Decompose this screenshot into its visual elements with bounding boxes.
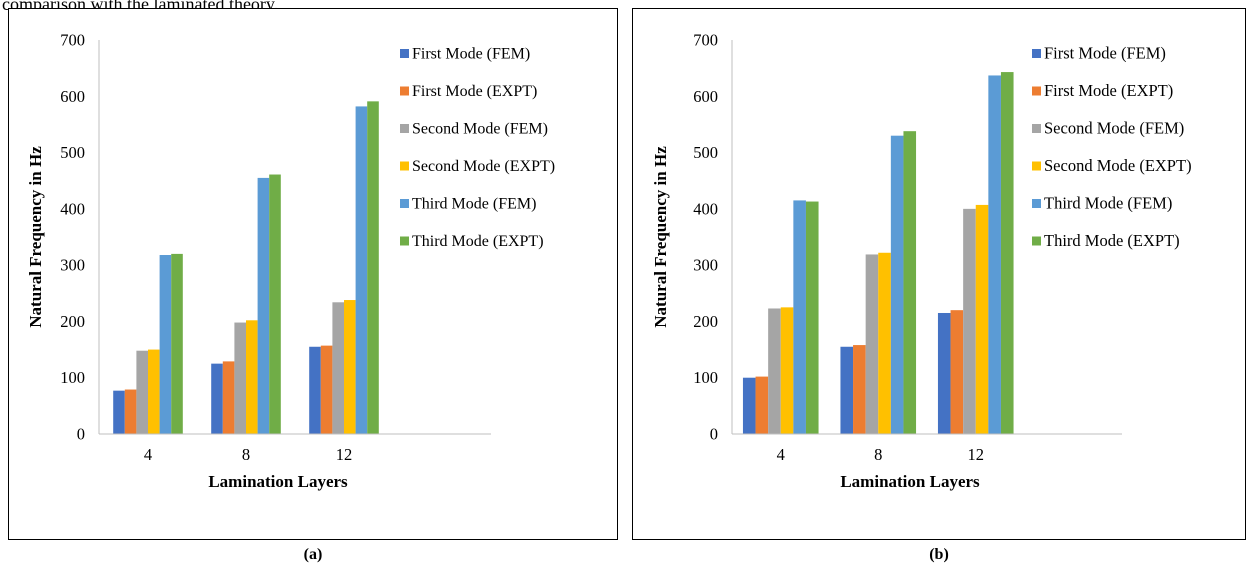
bar-1-8 xyxy=(211,363,223,434)
legend-swatch xyxy=(400,86,409,96)
legend-label: Third Mode (EXPT) xyxy=(1044,231,1180,250)
legend-swatch xyxy=(400,161,409,171)
y-tick-label: 700 xyxy=(693,31,718,50)
bar-2-8 xyxy=(853,345,866,434)
legend-swatch xyxy=(1032,236,1041,246)
y-tick-label: 200 xyxy=(693,312,718,331)
y-tick-label: 600 xyxy=(693,87,718,106)
x-tick-label: 12 xyxy=(336,445,353,464)
legend-swatch xyxy=(400,236,409,246)
bar-1-4 xyxy=(742,377,756,434)
bar-2-8 xyxy=(222,361,235,434)
y-tick-label: 600 xyxy=(60,87,85,106)
bar-6-12 xyxy=(1000,72,1014,434)
legend-label: Third Mode (EXPT) xyxy=(412,233,544,250)
y-tick-label: 0 xyxy=(77,425,85,444)
legend-label: Second Mode (FEM) xyxy=(1044,119,1184,138)
bar-3-12 xyxy=(963,208,976,434)
legend-label: Third Mode (FEM) xyxy=(412,196,536,213)
bar-4-12 xyxy=(344,300,356,434)
bar-4-4 xyxy=(148,349,160,434)
x-axis-title: Lamination Layers xyxy=(840,472,980,491)
y-tick-label: 200 xyxy=(60,312,85,331)
bar-4-8 xyxy=(246,320,258,434)
legend-swatch xyxy=(400,49,409,58)
y-tick-label: 100 xyxy=(60,368,85,387)
bar-5-8 xyxy=(257,177,270,434)
bar-3-12 xyxy=(332,302,344,434)
y-tick-label: 300 xyxy=(60,256,85,275)
bar-5-8 xyxy=(890,135,904,434)
legend-label: First Mode (EXPT) xyxy=(1044,81,1173,100)
x-tick-label: 8 xyxy=(242,445,250,464)
legend-label: Third Mode (FEM) xyxy=(1044,194,1172,213)
y-axis-title: Natural Frequency in Hz xyxy=(26,146,45,328)
bar-5-12 xyxy=(355,106,368,435)
legend-swatch xyxy=(1032,161,1041,171)
bar-3-4 xyxy=(768,308,781,434)
bar-6-8 xyxy=(903,131,917,434)
bar-1-4 xyxy=(113,390,125,434)
panel-label-b: (b) xyxy=(929,546,949,563)
bar-chart-b: 0 100 200 300 400 500 600 700 4 8 12 Lamination Lay… xyxy=(651,31,1192,492)
bar-5-12 xyxy=(988,75,1001,435)
bar-5-4 xyxy=(793,200,806,434)
y-tick-label: 300 xyxy=(693,256,718,275)
x-tick-label: 12 xyxy=(968,445,985,464)
legend-label: Second Mode (EXPT) xyxy=(1044,156,1192,175)
bar-3-8 xyxy=(865,254,879,434)
panel-label-a: (a) xyxy=(303,546,323,563)
y-tick-label: 0 xyxy=(710,425,718,444)
legend-swatch xyxy=(400,124,409,133)
x-axis-title: Lamination Layers xyxy=(208,472,348,491)
y-tick-label: 400 xyxy=(60,199,85,218)
x-tick-label: 8 xyxy=(874,445,882,464)
chart-panel-a: 0 100 200 300 400 500 600 700 4 8 12 Lamination Lay… xyxy=(8,8,618,540)
bar-1-12 xyxy=(937,312,951,434)
y-tick-label: 400 xyxy=(693,199,718,218)
legend-swatch xyxy=(1032,86,1041,96)
bar-6-4 xyxy=(805,201,819,434)
y-axis-title: Natural Frequency in Hz xyxy=(651,146,670,328)
chart-panel-b: 0 100 200 300 400 500 600 700 4 8 12 Lamination Lay… xyxy=(632,8,1246,540)
bar-4-8 xyxy=(878,252,891,434)
bar-3-4 xyxy=(136,350,148,434)
y-tick-label: 500 xyxy=(60,143,85,162)
legend-label: Second Mode (EXPT) xyxy=(412,158,555,175)
bar-6-8 xyxy=(269,174,281,434)
bar-4-12 xyxy=(975,204,989,434)
bar-1-12 xyxy=(309,346,321,434)
bar-6-12 xyxy=(367,101,379,434)
bar-6-4 xyxy=(171,253,183,434)
legend-swatch xyxy=(400,199,409,208)
y-tick-label: 100 xyxy=(693,368,718,387)
bar-4-4 xyxy=(780,307,794,434)
x-tick-label: 4 xyxy=(777,445,785,464)
legend-label: Second Mode (FEM) xyxy=(412,121,548,138)
legend-swatch xyxy=(1032,199,1041,208)
y-tick-label: 500 xyxy=(693,143,718,162)
legend-label: First Mode (FEM) xyxy=(1044,44,1166,63)
bar-2-12 xyxy=(950,310,964,434)
bar-3-8 xyxy=(234,322,246,434)
bar-2-4 xyxy=(755,376,769,434)
legend-label: First Mode (EXPT) xyxy=(412,83,537,100)
bar-chart-a: 0 100 200 300 400 500 600 700 4 8 12 Lamination Lay… xyxy=(26,31,555,492)
bar-2-4 xyxy=(124,389,137,434)
legend-swatch xyxy=(1032,49,1041,58)
legend-swatch xyxy=(1032,124,1041,133)
y-tick-label: 700 xyxy=(60,31,85,50)
bar-2-12 xyxy=(320,345,333,434)
x-tick-label: 4 xyxy=(144,445,152,464)
legend-label: First Mode (FEM) xyxy=(412,46,530,63)
bar-5-4 xyxy=(159,255,172,434)
bar-1-8 xyxy=(840,346,854,434)
